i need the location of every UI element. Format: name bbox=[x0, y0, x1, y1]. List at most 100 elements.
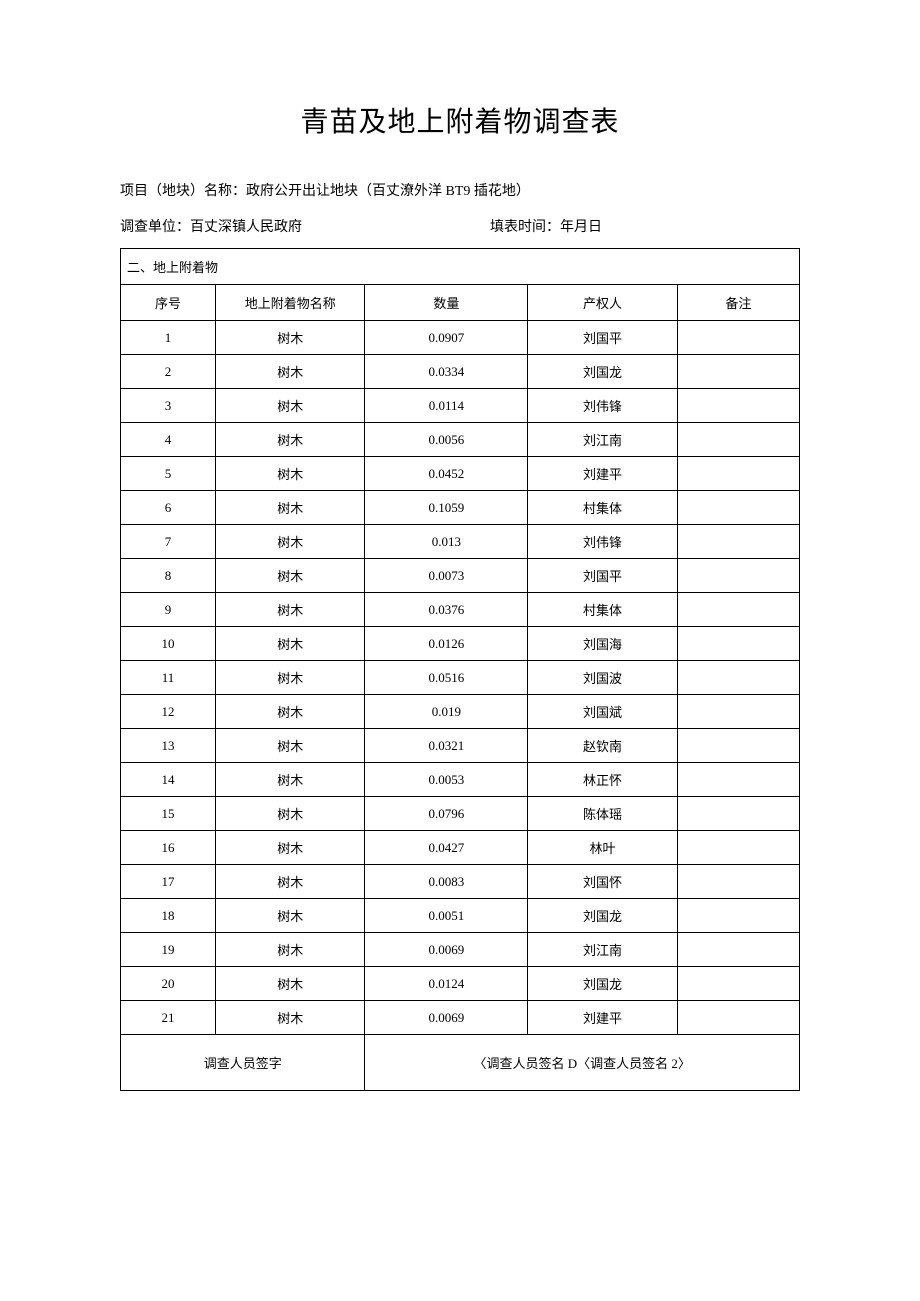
table-row: 4树木0.0056刘江南 bbox=[121, 423, 800, 457]
cell-name: 树木 bbox=[216, 1001, 365, 1035]
cell-remark bbox=[677, 831, 799, 865]
cell-seq: 6 bbox=[121, 491, 216, 525]
cell-name: 树木 bbox=[216, 661, 365, 695]
col-remark: 备注 bbox=[677, 285, 799, 321]
cell-owner: 刘国龙 bbox=[528, 355, 677, 389]
project-value: 政府公开出让地块（百丈潦外洋 BT9 插花地） bbox=[246, 184, 530, 199]
cell-qty: 0.0114 bbox=[365, 389, 528, 423]
cell-qty: 0.1059 bbox=[365, 491, 528, 525]
cell-name: 树木 bbox=[216, 933, 365, 967]
cell-seq: 7 bbox=[121, 525, 216, 559]
cell-remark bbox=[677, 933, 799, 967]
cell-owner: 刘江南 bbox=[528, 933, 677, 967]
cell-name: 树木 bbox=[216, 491, 365, 525]
table-row: 16树木0.0427林叶 bbox=[121, 831, 800, 865]
table-row: 12树木0.019刘国斌 bbox=[121, 695, 800, 729]
col-qty: 数量 bbox=[365, 285, 528, 321]
cell-owner: 刘国平 bbox=[528, 321, 677, 355]
table-row: 15树木0.0796陈体瑶 bbox=[121, 797, 800, 831]
cell-name: 树木 bbox=[216, 593, 365, 627]
cell-owner: 赵钦南 bbox=[528, 729, 677, 763]
cell-remark bbox=[677, 967, 799, 1001]
cell-owner: 刘国怀 bbox=[528, 865, 677, 899]
cell-remark bbox=[677, 559, 799, 593]
cell-seq: 3 bbox=[121, 389, 216, 423]
cell-qty: 0.0516 bbox=[365, 661, 528, 695]
meta-row: 调查单位：百丈深镇人民政府 填表时间：年月日 bbox=[120, 216, 800, 236]
cell-seq: 16 bbox=[121, 831, 216, 865]
table-row: 13树木0.0321赵钦南 bbox=[121, 729, 800, 763]
cell-seq: 5 bbox=[121, 457, 216, 491]
cell-name: 树木 bbox=[216, 831, 365, 865]
table-row: 2树木0.0334刘国龙 bbox=[121, 355, 800, 389]
table-row: 6树木0.1059村集体 bbox=[121, 491, 800, 525]
cell-name: 树木 bbox=[216, 797, 365, 831]
table-row: 5树木0.0452刘建平 bbox=[121, 457, 800, 491]
cell-owner: 刘国平 bbox=[528, 559, 677, 593]
cell-qty: 0.0321 bbox=[365, 729, 528, 763]
cell-owner: 刘伟锋 bbox=[528, 389, 677, 423]
cell-seq: 2 bbox=[121, 355, 216, 389]
table-row: 17树木0.0083刘国怀 bbox=[121, 865, 800, 899]
cell-owner: 林正怀 bbox=[528, 763, 677, 797]
cell-seq: 15 bbox=[121, 797, 216, 831]
cell-name: 树木 bbox=[216, 899, 365, 933]
cell-remark bbox=[677, 457, 799, 491]
cell-remark bbox=[677, 661, 799, 695]
cell-owner: 刘建平 bbox=[528, 457, 677, 491]
cell-qty: 0.0069 bbox=[365, 1001, 528, 1035]
cell-seq: 19 bbox=[121, 933, 216, 967]
cell-qty: 0.0796 bbox=[365, 797, 528, 831]
cell-remark bbox=[677, 389, 799, 423]
col-seq: 序号 bbox=[121, 285, 216, 321]
cell-name: 树木 bbox=[216, 967, 365, 1001]
cell-remark bbox=[677, 593, 799, 627]
section-header: 二、地上附着物 bbox=[121, 249, 800, 285]
data-rows: 1树木0.0907刘国平2树木0.0334刘国龙3树木0.0114刘伟锋4树木0… bbox=[121, 321, 800, 1035]
cell-remark bbox=[677, 695, 799, 729]
table-footer-row: 调查人员签字 〈调查人员签名 D〈调查人员签名 2〉 bbox=[121, 1035, 800, 1091]
cell-owner: 村集体 bbox=[528, 593, 677, 627]
cell-qty: 0.0053 bbox=[365, 763, 528, 797]
cell-qty: 0.0083 bbox=[365, 865, 528, 899]
cell-owner: 刘伟锋 bbox=[528, 525, 677, 559]
cell-name: 树木 bbox=[216, 423, 365, 457]
table-row: 1树木0.0907刘国平 bbox=[121, 321, 800, 355]
cell-qty: 0.0073 bbox=[365, 559, 528, 593]
table-row: 7树木0.013刘伟锋 bbox=[121, 525, 800, 559]
cell-name: 树木 bbox=[216, 695, 365, 729]
cell-remark bbox=[677, 423, 799, 457]
cell-seq: 8 bbox=[121, 559, 216, 593]
col-name: 地上附着物名称 bbox=[216, 285, 365, 321]
cell-qty: 0.0051 bbox=[365, 899, 528, 933]
cell-owner: 刘建平 bbox=[528, 1001, 677, 1035]
cell-name: 树木 bbox=[216, 457, 365, 491]
cell-owner: 陈体瑶 bbox=[528, 797, 677, 831]
cell-qty: 0.0069 bbox=[365, 933, 528, 967]
project-line: 项目（地块）名称：政府公开出让地块（百丈潦外洋 BT9 插花地） bbox=[120, 180, 800, 200]
survey-table: 二、地上附着物 序号 地上附着物名称 数量 产权人 备注 1树木0.0907刘国… bbox=[120, 248, 800, 1091]
cell-seq: 1 bbox=[121, 321, 216, 355]
cell-remark bbox=[677, 797, 799, 831]
table-row: 18树木0.0051刘国龙 bbox=[121, 899, 800, 933]
cell-seq: 12 bbox=[121, 695, 216, 729]
cell-remark bbox=[677, 899, 799, 933]
cell-remark bbox=[677, 321, 799, 355]
survey-unit-value: 百丈深镇人民政府 bbox=[190, 220, 302, 235]
cell-seq: 13 bbox=[121, 729, 216, 763]
cell-qty: 0.0376 bbox=[365, 593, 528, 627]
cell-seq: 4 bbox=[121, 423, 216, 457]
cell-qty: 0.013 bbox=[365, 525, 528, 559]
cell-owner: 刘国波 bbox=[528, 661, 677, 695]
survey-unit-label: 调查单位： bbox=[120, 220, 190, 235]
cell-qty: 0.0452 bbox=[365, 457, 528, 491]
survey-unit: 调查单位：百丈深镇人民政府 bbox=[120, 216, 430, 236]
table-row: 14树木0.0053林正怀 bbox=[121, 763, 800, 797]
table-row: 10树木0.0126刘国海 bbox=[121, 627, 800, 661]
cell-seq: 9 bbox=[121, 593, 216, 627]
section-header-row: 二、地上附着物 bbox=[121, 249, 800, 285]
table-row: 11树木0.0516刘国波 bbox=[121, 661, 800, 695]
cell-remark bbox=[677, 865, 799, 899]
cell-owner: 刘国龙 bbox=[528, 899, 677, 933]
cell-name: 树木 bbox=[216, 865, 365, 899]
